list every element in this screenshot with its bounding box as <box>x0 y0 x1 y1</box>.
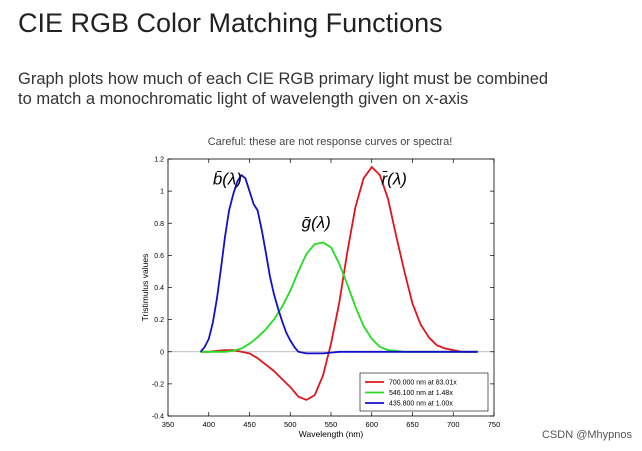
y-tick-label: -0.4 <box>152 414 164 421</box>
y-tick-label: 0.2 <box>154 317 164 324</box>
slide-title: CIE RGB Color Matching Functions <box>18 8 443 38</box>
watermark: CSDN @Mhypnos <box>541 429 632 441</box>
legend-entry-2: 435.800 nm at 1.00x <box>389 401 453 408</box>
y-axis-label: Tristimulus values <box>140 254 150 322</box>
y-tick-label: 0 <box>160 349 164 356</box>
series-line-2 <box>199 174 478 355</box>
x-tick-label: 750 <box>488 420 501 429</box>
y-tick-label: 0.6 <box>154 253 164 260</box>
y-tick-label: 0.4 <box>154 285 164 292</box>
series-line-0 <box>200 166 478 401</box>
slide-subtitle-line-2: to match a monochromatic light of wavele… <box>18 90 469 108</box>
x-tick-label: 550 <box>325 420 338 429</box>
x-tick-label: 400 <box>202 420 215 429</box>
x-tick-label: 500 <box>284 420 297 429</box>
x-axis-label: Wavelength (nm) <box>299 429 364 439</box>
x-tick-label: 650 <box>406 420 419 429</box>
legend-entry-0: 700.000 nm at 83.01x <box>389 380 457 387</box>
legend-entry-1: 546.100 nm at 1.48x <box>389 390 453 397</box>
x-tick-label: 350 <box>162 420 175 429</box>
x-tick-label: 700 <box>447 420 460 429</box>
series-curve-label-0: r̄(λ) <box>382 170 407 189</box>
x-tick-label: 450 <box>243 420 256 429</box>
y-tick-label: 1 <box>160 189 164 196</box>
y-tick-label: 1.2 <box>154 157 164 164</box>
y-tick-label: -0.2 <box>152 381 164 388</box>
x-tick-label: 600 <box>365 420 378 429</box>
slide-subtitle-line-1: Graph plots how much of each CIE RGB pri… <box>18 70 549 88</box>
y-tick-label: 0.8 <box>154 221 164 228</box>
series-curve-label-1: ḡ(λ) <box>302 213 331 232</box>
chart-caution-note: Careful: these are not response curves o… <box>207 136 453 148</box>
series-curve-label-2: b̄(λ) <box>213 170 242 189</box>
